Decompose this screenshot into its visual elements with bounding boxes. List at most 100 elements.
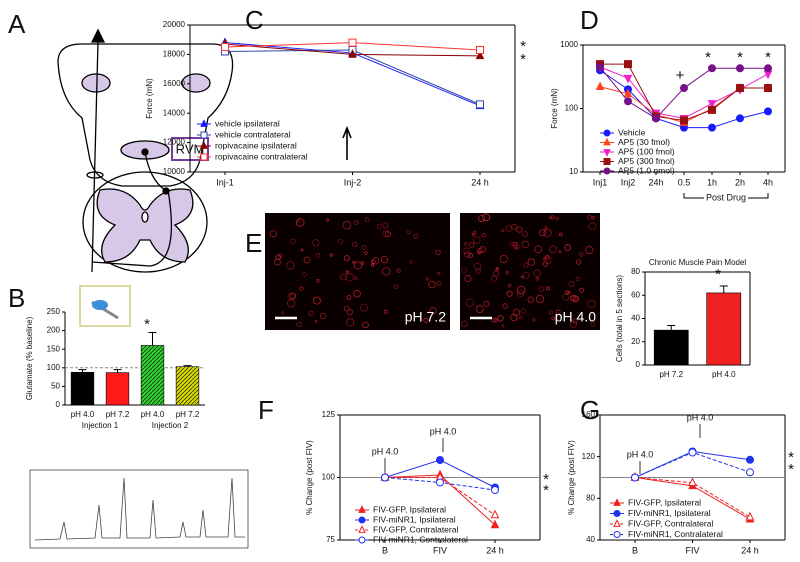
y-tick-label: 40 [631,314,640,323]
legend-marker [358,516,366,524]
marker [436,456,444,464]
series-line [224,49,481,105]
x-tick-label: pH 4.0 [712,370,736,379]
bar [105,372,130,406]
cell [286,261,295,270]
cell [479,246,486,253]
cell [352,260,356,264]
cell [162,187,170,195]
cell [382,222,389,229]
marker [623,74,633,84]
y-tick-label: 0 [56,400,61,409]
cell [538,286,545,292]
marker [652,114,660,123]
cell [299,286,304,291]
cell [579,287,585,293]
cell [546,286,551,291]
cell [475,305,484,313]
bar [653,329,689,366]
y-tick-label: 18000 [163,50,186,59]
error-bar [113,369,122,373]
cell [360,261,365,265]
cell [575,276,581,282]
arrow [384,424,701,474]
cell [464,241,468,246]
x-tick-label: Inj2 [621,177,636,187]
cell [499,254,508,264]
arrowhead [90,28,106,43]
cell [527,296,534,303]
cell [502,303,509,309]
arrow [342,125,352,160]
annotation: pH 4.0 [430,426,457,436]
y-axis-label: % Change (post FIV) [567,440,576,515]
cell [308,310,315,317]
legend-label: FIV-GFP, Contralateral [373,524,458,534]
marker [491,486,499,494]
legend-label: Vehicle [618,127,646,137]
x-tick-label: 24 h [486,545,504,555]
marker [623,88,633,98]
cell [549,245,557,254]
legend-label: FIV-miNR1, Ipsilateral [628,508,711,518]
cell [281,311,285,315]
x-tick-label: 2h [735,177,745,187]
x-tick-label: 4h [763,177,773,187]
chart-title: Chronic Muscle Pain Model [649,258,747,267]
panel-label: F [258,395,274,425]
cell [342,220,352,230]
cell [516,289,525,298]
cell [555,216,559,221]
x-tick-label: pH 4.0 [141,410,165,419]
cell [572,318,578,324]
cell [468,252,474,258]
cell [490,275,498,282]
error-bar [719,285,728,293]
y-tick-label: 200 [47,326,61,335]
legend-marker [613,498,621,506]
cell [468,242,475,248]
cell [535,277,540,281]
y-tick-label: 40 [586,535,595,544]
marker [348,49,357,58]
x-tick-label: FIV [685,545,699,555]
marker [490,509,500,519]
y-axis-label: % Change (post FIV) [305,440,314,515]
cell [141,148,149,156]
x-group-label: Post Drug [706,192,746,202]
arrow [91,41,99,273]
cell [343,255,350,262]
legend-label: FIV-GFP, Ipsilateral [373,504,446,514]
legend-marker [200,141,208,149]
legend-label: ropivacaine contralateral [215,151,308,161]
y-tick-label: 160 [582,410,596,419]
cell [382,267,391,276]
cell [534,245,542,254]
cell [269,230,277,238]
cell [314,319,318,323]
cell [303,256,311,264]
marker [707,100,717,109]
marker [764,107,772,116]
legend-label: ropivacaine ipsilateral [215,140,297,150]
gray-matter [96,188,194,263]
cell [463,247,470,255]
marker [624,97,632,106]
annotation: * [788,461,794,478]
x-tick-label: 24h [648,177,663,187]
cell [461,320,468,327]
cell [472,236,481,244]
legend-marker [200,119,208,127]
marker [381,473,389,482]
y-tick-label: 20 [631,337,640,346]
cell [523,262,529,268]
cell [543,256,552,265]
cell [482,213,490,222]
cell [509,242,514,247]
cell [590,322,596,327]
cell [483,300,490,307]
y-axis-label: Force (mN) [550,88,559,129]
annotation: + [676,67,685,84]
canal [141,211,149,223]
